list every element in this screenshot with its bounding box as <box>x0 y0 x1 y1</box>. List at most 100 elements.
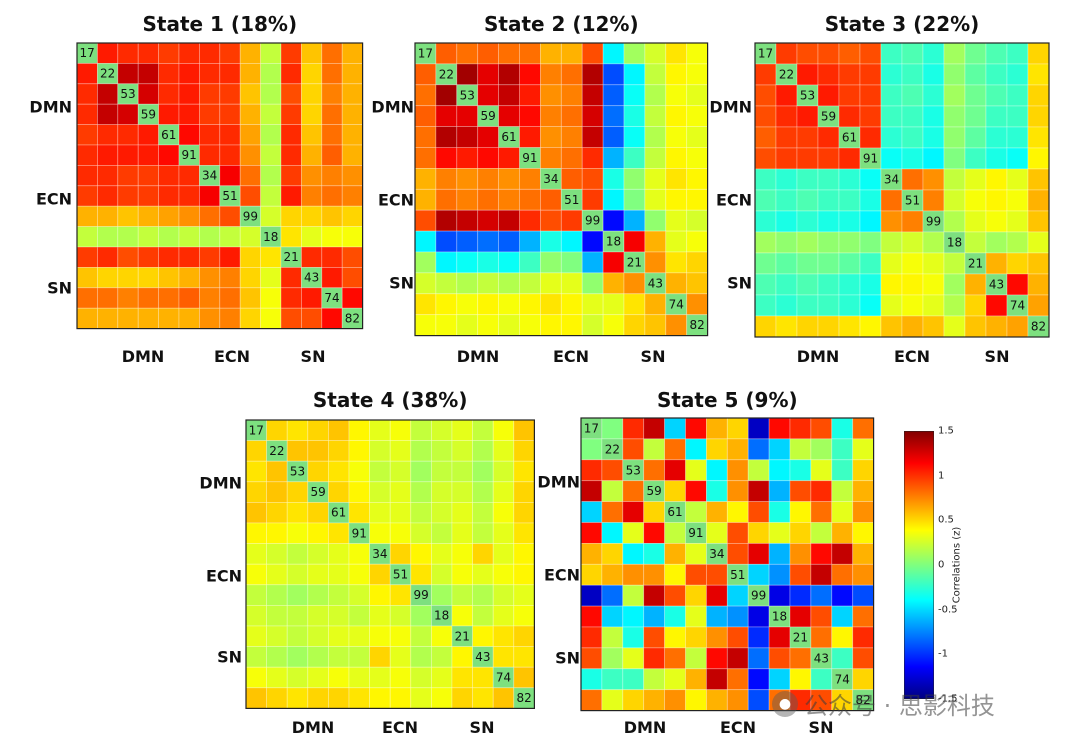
diagonal-cell <box>686 314 709 337</box>
heatmap-cell <box>1006 84 1029 107</box>
node-label: 21 <box>455 629 470 643</box>
heatmap-cell <box>307 543 329 565</box>
heatmap-cell <box>622 668 645 691</box>
heatmap-cell <box>369 687 391 709</box>
heatmap-cell <box>348 481 371 503</box>
heatmap-cell <box>1006 231 1029 254</box>
heatmap-cell <box>775 273 798 296</box>
node-label: 74 <box>669 297 684 311</box>
heatmap-cell <box>796 63 819 86</box>
heatmap-cell <box>498 251 520 274</box>
node-label: 59 <box>647 484 662 498</box>
heatmap-cell <box>726 689 749 712</box>
diagonal-cell <box>389 563 412 586</box>
diagonal-cell <box>964 252 987 275</box>
heatmap-cell <box>435 105 458 127</box>
heatmap-cell <box>321 246 343 268</box>
heatmap-cell <box>198 226 221 248</box>
heatmap-cell <box>492 605 515 627</box>
heatmap-cell <box>901 126 924 149</box>
heatmap-cell <box>581 147 604 169</box>
heatmap-cell <box>581 63 604 86</box>
heatmap-cell <box>685 668 707 691</box>
heatmap-cell <box>623 188 646 211</box>
heatmap-cell <box>286 501 309 524</box>
node-label: 59 <box>141 107 156 121</box>
node-label: 22 <box>269 444 284 458</box>
heatmap-cell <box>706 563 728 586</box>
heatmap-cell <box>492 543 515 565</box>
heatmap-cell <box>369 584 391 606</box>
heatmap-cell <box>327 666 350 689</box>
heatmap-cell <box>414 63 437 86</box>
heatmap-cell <box>477 126 500 148</box>
heatmap-cell <box>286 440 309 462</box>
heatmap-cell <box>852 522 875 544</box>
heatmap-cell <box>775 42 798 65</box>
heatmap-cell <box>219 287 241 309</box>
heatmap-cell <box>880 126 903 149</box>
heatmap-cell <box>685 647 707 670</box>
diagonal-cell <box>451 625 474 648</box>
heatmap-cell <box>664 689 686 712</box>
colorbar-tick: 1 <box>938 470 945 482</box>
heatmap-cell <box>768 480 791 503</box>
heatmap-cell <box>747 480 770 503</box>
heatmap-cell <box>286 481 309 503</box>
heatmap-cell <box>901 147 924 170</box>
heatmap-cell <box>137 266 159 289</box>
heatmap-cell <box>817 252 840 275</box>
heatmap-cell <box>943 105 966 128</box>
heatmap-cell <box>859 315 882 338</box>
heatmap-cell <box>726 501 749 523</box>
heatmap-cell <box>665 167 688 190</box>
heatmap-cell <box>1027 273 1050 296</box>
heatmap-cell <box>601 563 624 586</box>
heatmap-cell <box>726 459 749 482</box>
heatmap-cell <box>581 314 604 337</box>
heatmap-cell <box>414 188 437 211</box>
heatmap-cell <box>789 605 812 628</box>
diagonal-cell <box>880 168 903 191</box>
heatmap-cell <box>817 231 840 254</box>
heatmap-cell <box>643 459 666 482</box>
heatmap-cell <box>706 459 728 482</box>
heatmap-cell <box>389 687 412 709</box>
heatmap-cell <box>643 605 666 628</box>
diagonal-cell <box>513 687 535 709</box>
heatmap-cell <box>831 605 854 628</box>
row-label-ecn: ECN <box>35 189 72 209</box>
diagonal-cell <box>901 189 924 212</box>
diagonal-cell <box>665 293 688 316</box>
heatmap-cell <box>430 460 453 483</box>
heatmap-cell <box>178 83 200 105</box>
heatmap-cell <box>97 164 119 187</box>
heatmap-cell <box>348 666 371 689</box>
heatmap-cell <box>158 83 180 105</box>
heatmap-cell <box>456 272 479 295</box>
colorbar-label: Correlations (z) <box>951 526 963 604</box>
heatmap-cell <box>280 307 302 330</box>
heatmap-cell <box>245 460 268 483</box>
heatmap-cell <box>922 168 945 191</box>
heatmap-cell <box>76 266 98 289</box>
heatmap-cell <box>137 287 159 309</box>
heatmap-cell <box>686 105 709 127</box>
heatmap-cell <box>665 230 688 253</box>
heatmap-cell <box>137 83 159 105</box>
heatmap-cell <box>901 294 924 317</box>
heatmap-cell <box>410 501 432 524</box>
diagonal-cell <box>410 584 432 606</box>
heatmap-cell <box>644 230 667 253</box>
heatmap-cell <box>665 251 688 274</box>
heatmap-cell <box>498 84 520 107</box>
node-label: 18 <box>947 236 962 250</box>
heatmap-cell <box>768 459 791 482</box>
heatmap-cell <box>327 625 350 648</box>
node-label: 82 <box>516 691 531 705</box>
col-label-ecn: ECN <box>719 718 757 737</box>
row-label-ecn: ECN <box>543 565 580 585</box>
heatmap-cell <box>817 294 840 317</box>
heatmap-cell <box>560 42 583 65</box>
heatmap-cell <box>76 185 98 207</box>
